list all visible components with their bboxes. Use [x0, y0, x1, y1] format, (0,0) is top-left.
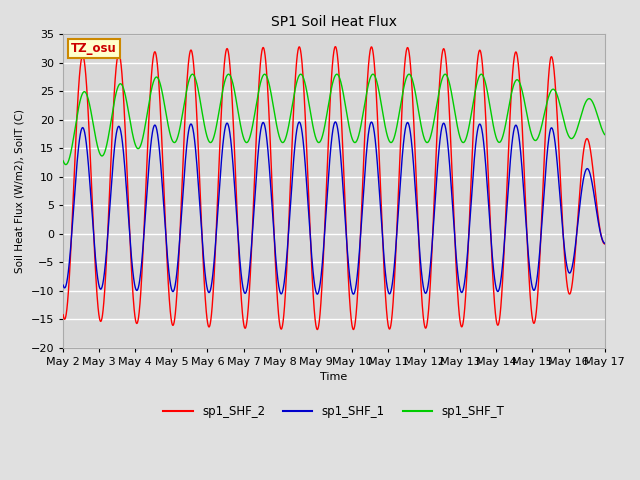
Legend: sp1_SHF_2, sp1_SHF_1, sp1_SHF_T: sp1_SHF_2, sp1_SHF_1, sp1_SHF_T: [159, 400, 509, 423]
X-axis label: Time: Time: [320, 372, 348, 382]
Text: TZ_osu: TZ_osu: [71, 42, 117, 55]
Y-axis label: Soil Heat Flux (W/m2), SoilT (C): Soil Heat Flux (W/m2), SoilT (C): [15, 109, 25, 273]
Title: SP1 Soil Heat Flux: SP1 Soil Heat Flux: [271, 15, 397, 29]
